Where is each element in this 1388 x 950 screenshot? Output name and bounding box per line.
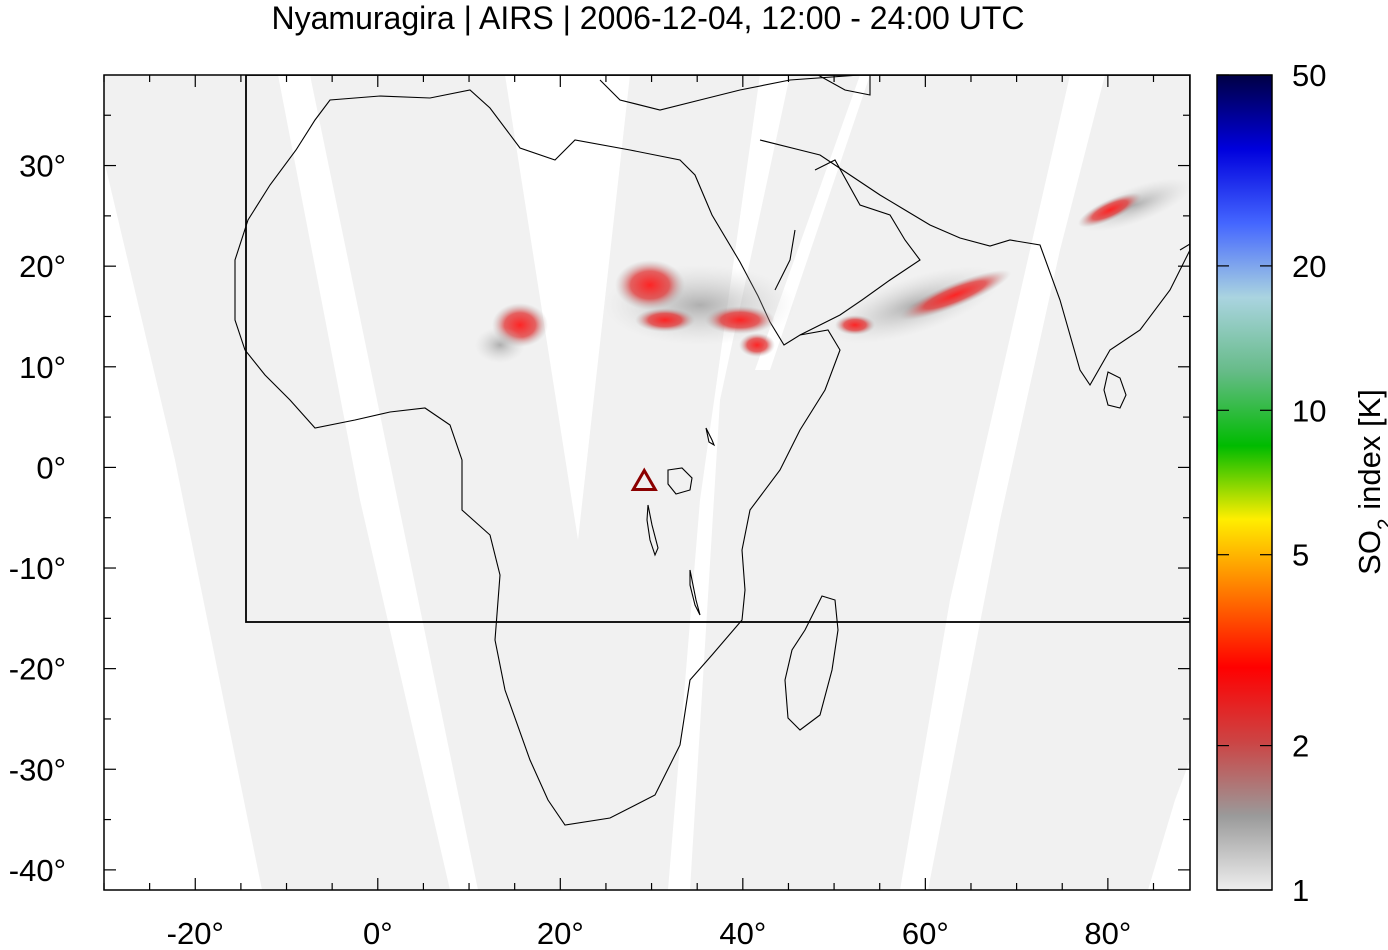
x-tick-label: -20° (167, 916, 224, 950)
so2-plumes (475, 178, 1190, 363)
map-title: Nyamuragira | AIRS | 2006-12-04, 12:00 -… (271, 0, 1025, 36)
colorbar-tick-label: 1 (1292, 873, 1309, 908)
colorbar: 1 2 5 10 20 50 SO2 index [K] (1216, 58, 1388, 908)
x-tick-label: 80° (1084, 916, 1131, 950)
y-tick-label: -40° (9, 853, 66, 888)
volcano-triangle-icon[interactable] (630, 467, 658, 491)
swath-gaps (104, 75, 1190, 890)
subregion-box (245, 75, 1190, 623)
colorbar-title: SO2 index [K] (1352, 389, 1388, 575)
y-tick-label: -10° (9, 551, 66, 586)
plot-frame (103, 74, 1191, 891)
colorbar-ticks: 1 2 5 10 20 50 (1217, 58, 1326, 908)
x-axis-labels: -20° 0° 20° 40° 60° 80° (167, 916, 1132, 950)
y-axis-labels: 30° 20° 10° 0° -10° -20° -30° -40° (9, 149, 66, 888)
colorbar-tick-label: 10 (1292, 393, 1326, 428)
x-tick-label: 40° (719, 916, 766, 950)
colorbar-ramp (1216, 74, 1273, 891)
y-tick-label: 0° (36, 450, 66, 485)
axis-ticks (103, 75, 1190, 890)
swath-background (104, 75, 1190, 890)
map-plot-area[interactable] (104, 75, 1198, 890)
y-tick-label: -30° (9, 752, 66, 787)
x-tick-label: 60° (902, 916, 949, 950)
y-tick-label: 30° (19, 149, 66, 184)
y-tick-label: 10° (19, 350, 66, 385)
y-tick-label: 20° (19, 249, 66, 284)
colorbar-tick-label: 5 (1292, 538, 1309, 573)
colorbar-tick-label: 50 (1292, 58, 1326, 93)
colorbar-tick-label: 20 (1292, 249, 1326, 284)
coastlines (234, 75, 1190, 826)
y-tick-label: -20° (9, 652, 66, 687)
x-tick-label: 20° (537, 916, 584, 950)
x-tick-label: 0° (363, 916, 393, 950)
colorbar-tick-label: 2 (1292, 729, 1309, 764)
